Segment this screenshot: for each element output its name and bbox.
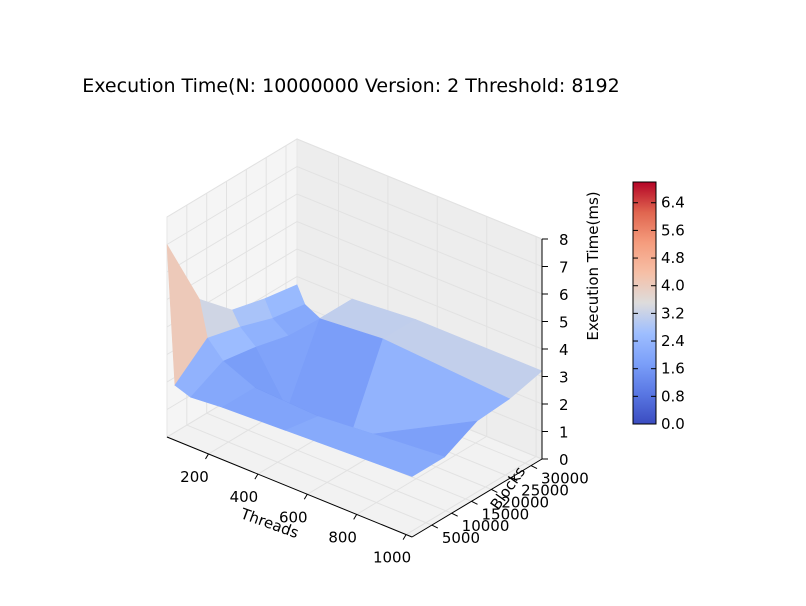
x-axis-line xyxy=(166,436,413,538)
colorbar-tick-label: 0.8 xyxy=(661,387,685,405)
colorbar-tick-label: 1.6 xyxy=(661,360,685,378)
x-tick-mark xyxy=(205,453,209,460)
grid-line-z xyxy=(166,248,543,350)
x-tick-label: 600 xyxy=(279,508,308,526)
y-tick-label: 25000 xyxy=(521,481,569,499)
x-tick-mark xyxy=(402,534,407,540)
z-tick-label: 1 xyxy=(559,424,569,442)
y-axis-line xyxy=(411,458,543,538)
x-tick-label: 1000 xyxy=(373,549,411,567)
colorbar-ticks: 0.0 0.8 1.6 2.4 3.2 4.0 4.8 5.6 6.4 xyxy=(633,194,685,433)
colorbar-tick-label: 0.0 xyxy=(661,415,685,433)
z-tick-label: 0 xyxy=(559,451,569,469)
axis-lines xyxy=(166,238,548,540)
x-tick-label: 400 xyxy=(230,488,259,506)
y-tick-label: 15000 xyxy=(482,505,530,523)
colorbar-tick-label: 6.4 xyxy=(661,194,685,212)
z-tick-label: 3 xyxy=(559,369,569,387)
y-tick-mark xyxy=(530,465,538,470)
colorbar-tick-label: 5.6 xyxy=(661,221,685,239)
grid-line-z xyxy=(166,193,543,295)
y-tick-label: 30000 xyxy=(541,470,589,488)
y-tick-label: 10000 xyxy=(462,517,510,535)
colorbar-tick-label: 4.0 xyxy=(661,277,685,295)
x-tick-mark xyxy=(353,514,358,520)
x-tick-mark xyxy=(254,473,259,480)
y-tick-label: 20000 xyxy=(501,493,549,511)
z-tick-label: 4 xyxy=(559,341,569,359)
surface-patch xyxy=(284,416,446,477)
grid-line-z xyxy=(166,220,543,322)
y-tick-mark xyxy=(451,512,458,517)
z-tick-label: 8 xyxy=(559,231,569,249)
z-tick-label: 2 xyxy=(559,396,569,414)
z-tick-label: 6 xyxy=(559,286,569,304)
colorbar-tick-label: 2.4 xyxy=(661,332,685,350)
colorbar-tick-label: 4.8 xyxy=(661,249,685,267)
y-tick-mark xyxy=(491,488,498,493)
colorbar-tick-label: 3.2 xyxy=(661,304,685,322)
x-tick-label: 200 xyxy=(180,468,209,486)
grid-line-z xyxy=(166,138,543,240)
tick-labels: 200 400 600 800 1000 500010000150002000025000… xyxy=(180,231,589,567)
y-tick-mark xyxy=(510,477,518,481)
z-axis-label: Execution Time(ms) xyxy=(584,191,602,340)
z-tick-label: 5 xyxy=(559,314,569,332)
y-tick-label: 5000 xyxy=(442,529,480,547)
surface-plot xyxy=(166,244,543,477)
x-tick-label: 800 xyxy=(328,528,357,546)
y-tick-mark xyxy=(431,524,439,529)
z-tick-label: 7 xyxy=(559,259,569,277)
x-tick-mark xyxy=(303,494,308,500)
colorbar xyxy=(632,181,657,425)
chart-title: Execution Time(N: 10000000 Version: 2 Th… xyxy=(82,75,619,97)
grid-line-z xyxy=(166,165,543,267)
y-tick-mark xyxy=(471,500,478,505)
